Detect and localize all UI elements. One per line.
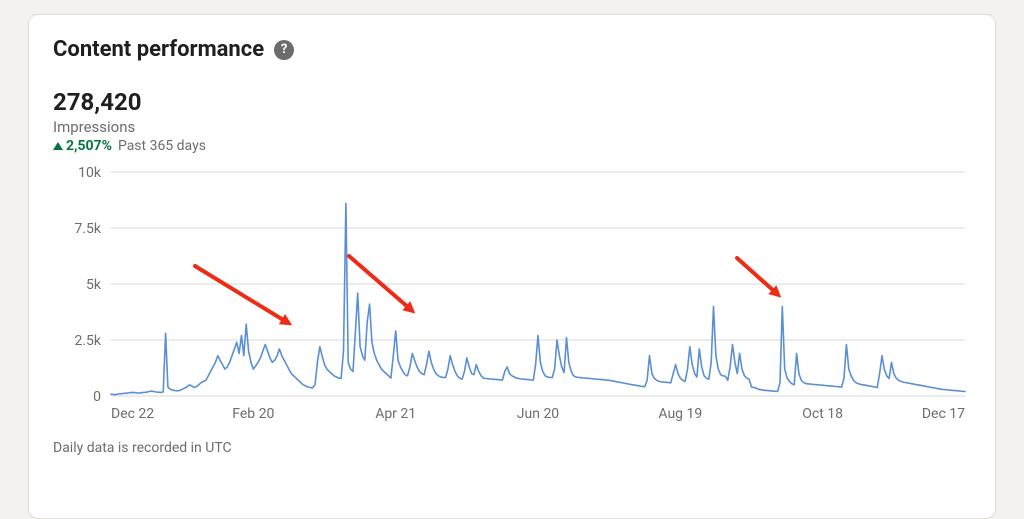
svg-text:Aug 19: Aug 19	[658, 406, 702, 422]
svg-text:Dec 22: Dec 22	[111, 406, 154, 422]
analytics-card: Content performance ? 278,420 Impression…	[28, 14, 996, 519]
svg-text:2.5k: 2.5k	[74, 333, 101, 349]
footnote: Daily data is recorded in UTC	[53, 440, 971, 456]
metric-change-row: 2,507% Past 365 days	[53, 138, 971, 154]
change-up-indicator: 2,507%	[53, 138, 112, 154]
impressions-chart: 0 2.5k 5k 7.5k 10k Dec 22 Feb 20 Apr 21 Jun 20 Au…	[53, 164, 971, 428]
svg-text:5k: 5k	[86, 277, 102, 293]
caret-up-icon	[53, 142, 63, 150]
change-range: Past 365 days	[118, 138, 206, 154]
help-icon[interactable]: ?	[274, 40, 294, 60]
svg-text:0: 0	[93, 389, 101, 405]
svg-text:Apr 21: Apr 21	[375, 406, 416, 422]
svg-text:Dec 17: Dec 17	[922, 406, 965, 422]
svg-text:Oct 18: Oct 18	[802, 406, 843, 422]
change-percent: 2,507%	[66, 138, 112, 154]
svg-text:10k: 10k	[78, 165, 102, 181]
impressions-chart-svg: 0 2.5k 5k 7.5k 10k Dec 22 Feb 20 Apr 21 Jun 20 Au…	[53, 164, 973, 424]
metric-value: 278,420	[53, 88, 971, 116]
svg-text:Jun 20: Jun 20	[517, 406, 560, 422]
card-header: Content performance ?	[53, 37, 971, 62]
card-title: Content performance	[53, 37, 264, 62]
svg-text:Feb 20: Feb 20	[232, 406, 274, 422]
svg-text:7.5k: 7.5k	[74, 221, 101, 237]
metric-label: Impressions	[53, 118, 971, 136]
